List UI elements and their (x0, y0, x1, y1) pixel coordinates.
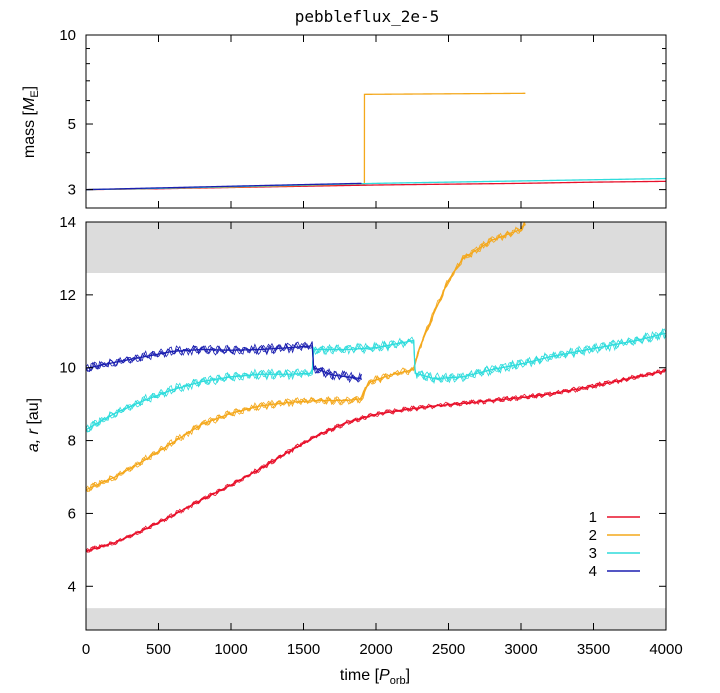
bottom-y-tick-label: 8 (68, 433, 76, 450)
legend-label-4: 4 (589, 563, 597, 580)
orbit-line-2-strand-3 (86, 223, 526, 493)
bottom-y-tick-label: 6 (68, 505, 76, 522)
orbit-line-1-main (86, 369, 666, 552)
x-tick-label: 3500 (577, 641, 610, 658)
orbit-line-4-strand-2 (86, 341, 362, 382)
orbit-series-1 (86, 367, 666, 553)
bottom-y-tick-label: 14 (59, 214, 76, 231)
orbit-series-4 (86, 341, 362, 384)
bottom-y-tick-label: 12 (59, 287, 76, 304)
orbit-line-1-strand-3 (86, 368, 666, 553)
chart-title: pebbleflux_2e-5 (295, 7, 440, 26)
shaded-band-0 (86, 222, 666, 273)
axis-ticks: 3 5 10 0 500 1000 1500 2000 2500 3000 3500 4000 4 6 8 1… (59, 27, 682, 658)
orbit-line-1-strand-1 (86, 367, 666, 552)
orbit-series-3 (86, 328, 666, 433)
x-tick-label: 0 (82, 641, 90, 658)
x-tick-label: 1000 (214, 641, 247, 658)
x-tick-label: 3000 (504, 641, 537, 658)
mass-series-2 (86, 92, 526, 191)
x-axis-label: time [Porb] (340, 667, 410, 687)
orbit-series-2 (86, 222, 526, 493)
shaded-bands (86, 222, 666, 630)
orbit-line-3-strand-3 (86, 330, 666, 433)
x-tick-label: 4000 (649, 641, 682, 658)
orbit-line-4-strand-3 (86, 341, 362, 381)
mass-series-4 (86, 182, 362, 191)
bottom-plot-frame (85, 221, 667, 631)
x-tick-label: 1500 (287, 641, 320, 658)
top-y-tick-label: 5 (68, 116, 76, 133)
x-tick-label: 2000 (359, 641, 392, 658)
legend-label-1: 1 (589, 509, 597, 526)
bottom-y-tick-label: 4 (68, 578, 76, 595)
x-tick-label: 2500 (432, 641, 465, 658)
legend-label-3: 3 (589, 545, 597, 562)
top-y-tick-label: 10 (59, 27, 76, 44)
orbit-line-1-strand-2 (86, 369, 666, 553)
bottom-y-axis-label: a, r [au] (25, 398, 42, 452)
x-tick-label: 500 (146, 641, 171, 658)
legend-label-2: 2 (589, 527, 597, 544)
top-y-tick-label: 3 (68, 182, 76, 199)
series-lines (86, 92, 666, 553)
bottom-y-tick-label: 10 (59, 360, 76, 377)
top-y-axis-label: mass [ME] (21, 86, 41, 158)
plot-frames (85, 34, 667, 631)
